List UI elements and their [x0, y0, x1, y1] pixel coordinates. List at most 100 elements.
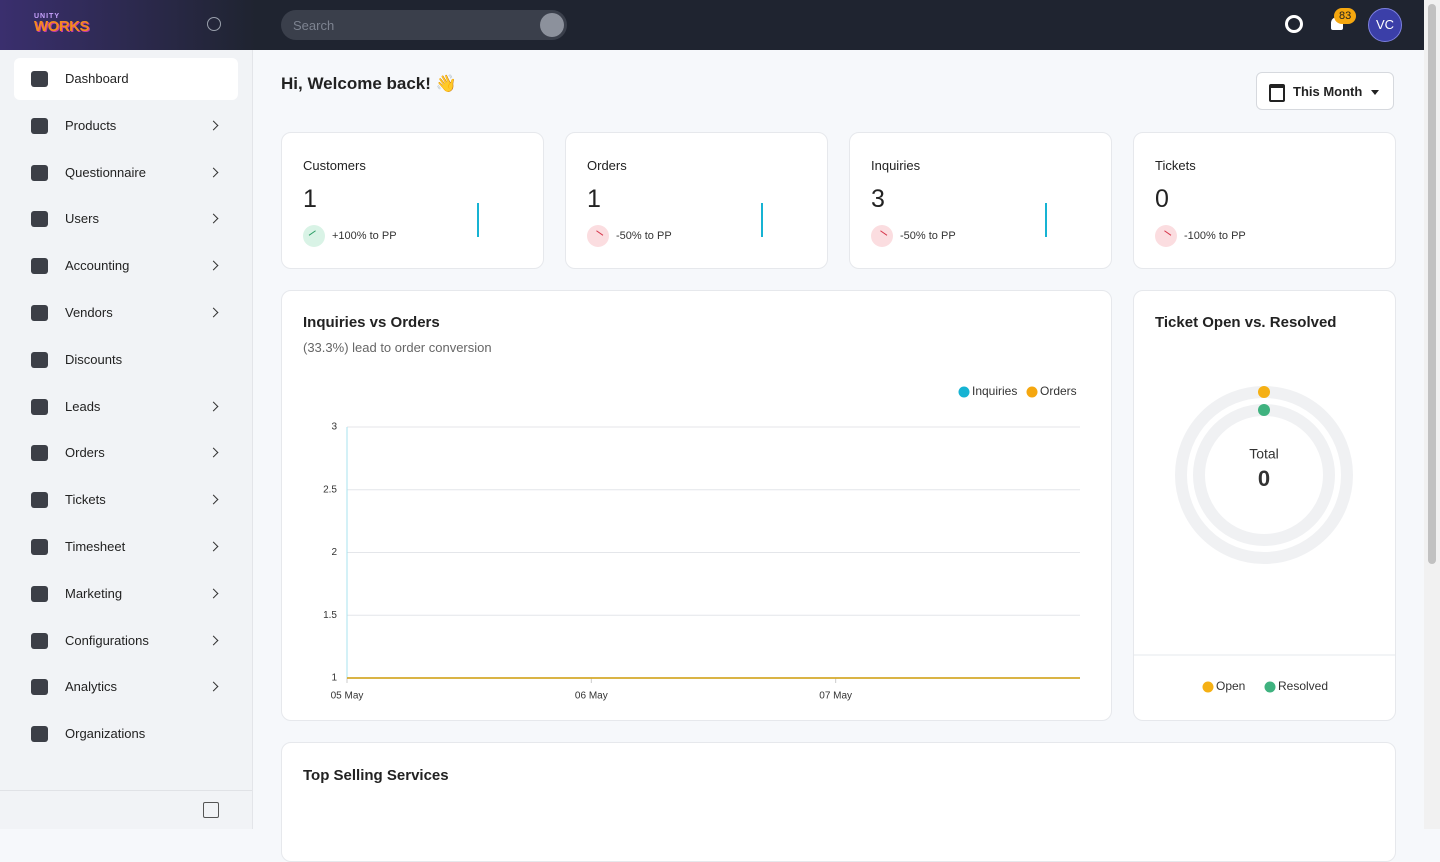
change-suffix: to PP [1218, 230, 1246, 242]
nav-item[interactable]: Vendors [65, 305, 113, 320]
nav-icon [31, 539, 48, 555]
nav-item[interactable]: Orders [65, 445, 105, 461]
sparkline [477, 203, 479, 237]
search-placeholder: Search [293, 18, 335, 33]
stat-value: 0 [1155, 185, 1169, 213]
period-select[interactable]: This Month [1256, 72, 1394, 110]
stat-card: Customers 1 +100% to PP [281, 132, 544, 269]
stat-card: Orders 1 -50% to PP [565, 132, 828, 269]
nav-icon [31, 679, 48, 696]
stat-card: Tickets 0 -100% to PP [1133, 132, 1396, 269]
stat-change: +100% to PP [332, 230, 397, 242]
stat-value: 1 [587, 185, 601, 213]
nav-item[interactable]: Products [65, 117, 117, 133]
nav-icon [31, 632, 48, 649]
sidebar-divider [0, 790, 252, 791]
trend-icon [587, 225, 609, 247]
legend-label: Resolved [1278, 679, 1328, 693]
donut-center-label: Total [1249, 446, 1279, 462]
x-tick-label: 07 May [819, 691, 852, 702]
donut-marker [1258, 404, 1270, 416]
change-value: -50% [900, 230, 926, 242]
nav-icon [31, 726, 48, 743]
nav-icon [31, 164, 48, 181]
caret [1371, 90, 1379, 95]
nav-item[interactable]: Leads [65, 398, 101, 414]
nav-item[interactable]: Marketing [65, 585, 123, 601]
donut-title: Ticket Open vs. Resolved [1155, 314, 1337, 331]
settings-icon[interactable] [1285, 15, 1303, 33]
chart-subtitle: (33.3%) lead to order conversion [303, 340, 492, 355]
greeting: Hi, Welcome back! 👋 [281, 74, 457, 93]
stat-label: Orders [587, 158, 627, 173]
nav-icon [31, 305, 48, 321]
collapse-sidebar[interactable] [203, 802, 219, 818]
legend-swatch [958, 386, 970, 398]
nav-item[interactable]: Organizations [65, 726, 146, 742]
change-value: +100% [332, 230, 367, 242]
y-tick-label: 1.5 [323, 610, 337, 621]
legend-swatch [1202, 681, 1214, 693]
nav-item[interactable]: Dashboard [65, 71, 129, 86]
legend-label: Inquiries [972, 384, 1017, 398]
stat-change: -50% to PP [900, 230, 956, 242]
nav-item[interactable]: Timesheet [65, 539, 126, 554]
nav-icon [31, 445, 48, 462]
nav-icon [31, 585, 48, 602]
nav-icon [31, 117, 48, 134]
nav-item[interactable]: Analytics [65, 679, 118, 695]
donut-total: 0 [1258, 466, 1270, 491]
legend-swatch [1264, 681, 1276, 693]
search-button[interactable] [540, 13, 564, 37]
trend-icon [1155, 225, 1177, 247]
x-tick-label: 06 May [575, 691, 608, 702]
legend-label: Orders [1040, 384, 1077, 398]
donut-card [1133, 290, 1396, 721]
change-suffix: to PP [369, 230, 397, 242]
change-value: -50% [616, 230, 642, 242]
stat-label: Inquiries [871, 158, 921, 173]
donut-chart: Open Resolved Total 0 [1133, 386, 1395, 693]
nav-item[interactable]: Discounts [65, 351, 123, 367]
change-suffix: to PP [644, 230, 672, 242]
collapse-toggle[interactable] [207, 17, 221, 31]
calendar-icon [1269, 84, 1285, 102]
nav-item[interactable]: Questionnaire [65, 164, 146, 180]
stat-value: 1 [303, 185, 317, 213]
legend-label: Open [1216, 679, 1245, 693]
change-suffix: to PP [928, 230, 956, 242]
nav-item[interactable]: Users [65, 211, 99, 227]
legend-swatch [1026, 386, 1038, 398]
nav-item[interactable]: Configurations [65, 632, 149, 648]
nav-icon [31, 71, 48, 87]
line-chart-card [281, 290, 1112, 721]
notification-badge: 83 [1334, 8, 1357, 24]
search-box[interactable]: Search [281, 10, 567, 40]
change-value: -100% [1184, 230, 1216, 242]
top-selling-card [281, 742, 1396, 862]
donut-marker [1258, 386, 1270, 398]
y-tick-label: 2 [331, 547, 337, 558]
nav-icon [31, 258, 48, 275]
logo: WORKS [34, 18, 90, 35]
top-selling-title: Top Selling Services [303, 767, 449, 784]
nav-icon [31, 351, 48, 368]
active-item-bg [14, 58, 238, 100]
y-tick-label: 1 [331, 673, 337, 684]
nav-item[interactable]: Accounting [65, 258, 130, 274]
y-tick-label: 2.5 [323, 484, 337, 495]
sparkline [1045, 203, 1047, 237]
stat-change: -100% to PP [1184, 230, 1246, 242]
top-bar [0, 0, 1424, 50]
avatar[interactable]: VC [1368, 8, 1402, 42]
nav-item[interactable]: Tickets [65, 492, 106, 508]
stat-value: 3 [871, 185, 885, 213]
y-tick-label: 3 [331, 422, 337, 433]
nav-icon [31, 398, 48, 415]
stat-label: Customers [303, 158, 366, 173]
stat-label: Tickets [1155, 158, 1196, 173]
logo-top: UNITY [34, 13, 60, 20]
scrollbar [1424, 0, 1440, 829]
chart-title: Inquiries vs Orders [303, 314, 440, 331]
